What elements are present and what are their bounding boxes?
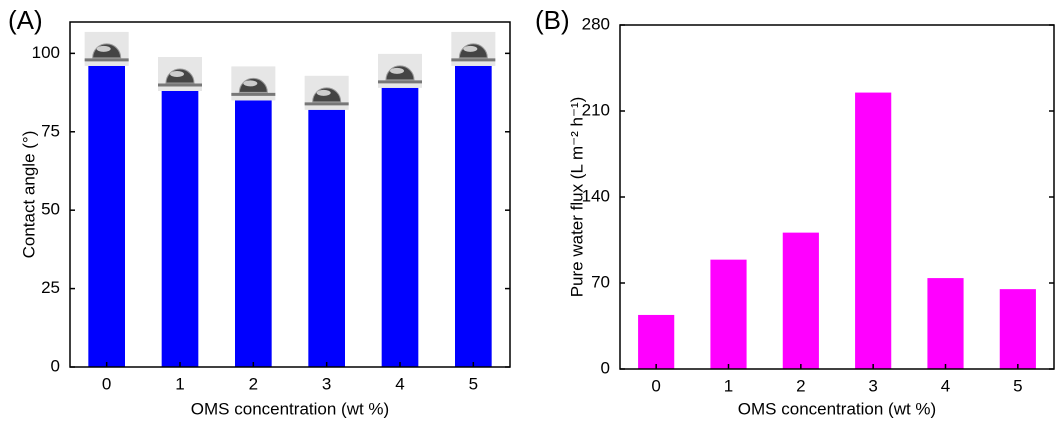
droplet-highlight: [243, 80, 258, 87]
x-tick-label: 5: [469, 374, 478, 393]
y-tick-label: 50: [41, 200, 60, 219]
x-tick-label: 0: [651, 376, 660, 395]
bar: [88, 65, 125, 367]
x-axis-label: OMS concentration (wt %): [738, 399, 936, 418]
bar: [782, 232, 819, 369]
y-tick-label: 210: [582, 100, 610, 119]
bar: [999, 289, 1036, 369]
y-tick-label: 280: [582, 14, 610, 33]
x-tick-label: 1: [724, 376, 733, 395]
bar: [235, 100, 272, 367]
y-tick-label: 0: [601, 358, 610, 377]
x-tick-label: 2: [796, 376, 805, 395]
bar: [855, 92, 892, 370]
x-tick-label: 0: [102, 374, 111, 393]
y-tick-label: 100: [32, 43, 60, 62]
x-tick-label: 2: [249, 374, 258, 393]
x-tick-label: 1: [175, 374, 184, 393]
y-tick-label: 70: [591, 272, 610, 291]
droplet-highlight: [316, 89, 331, 96]
y-tick-label: 0: [51, 356, 60, 375]
panel-label: (B): [535, 5, 570, 35]
plot-frame: [69, 21, 511, 368]
bar: [308, 109, 345, 368]
bar: [927, 278, 964, 369]
y-tick-label: 25: [41, 278, 60, 297]
x-tick-label: 3: [868, 376, 877, 395]
x-tick-label: 5: [1013, 376, 1022, 395]
bar: [638, 314, 675, 369]
panel-label: (A): [8, 5, 43, 35]
bar: [455, 65, 492, 367]
y-tick-label: 75: [41, 121, 60, 140]
droplet-highlight: [96, 45, 111, 52]
droplet-highlight: [390, 67, 404, 74]
droplet-highlight: [463, 45, 478, 52]
y-axis-label: Pure water flux (L m⁻² h⁻¹): [567, 97, 586, 298]
y-tick-label: 140: [582, 186, 610, 205]
bar: [381, 87, 419, 367]
x-tick-label: 3: [322, 374, 331, 393]
x-axis-label: OMS concentration (wt %): [191, 399, 389, 418]
droplet-highlight: [170, 71, 184, 77]
bar: [161, 91, 199, 367]
bar: [710, 259, 747, 369]
y-axis-label: Contact angle (°): [19, 131, 38, 259]
plot-frame: [619, 24, 1055, 370]
x-tick-label: 4: [395, 374, 404, 393]
x-tick-label: 4: [941, 376, 950, 395]
